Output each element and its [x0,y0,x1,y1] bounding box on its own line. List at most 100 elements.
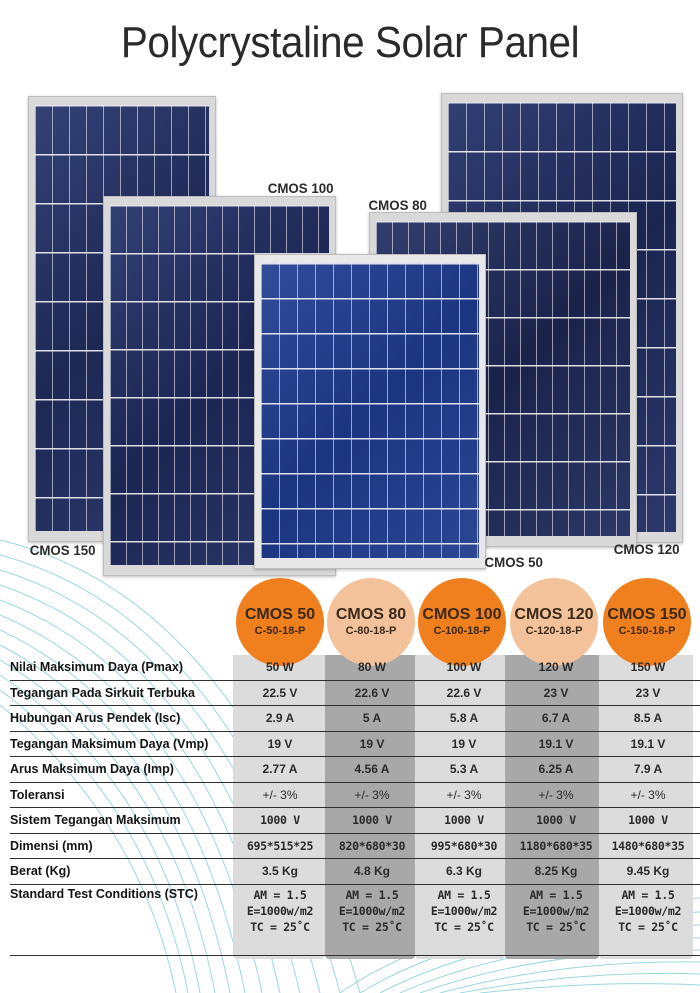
stc-am: AM = 1.5 [253,887,307,902]
cell: 23 V [635,685,661,700]
cell: 19 V [267,736,293,751]
page-title: Polycrystaline Solar Panel [120,18,580,67]
stc-temperature: TC = 25˚C [342,919,402,934]
cell: 2.9 A [265,711,295,726]
cell: 995*680*30 [430,838,498,853]
table-row-stc: Standard Test Conditions (STC) AM = 1.5 … [10,885,700,956]
table-row-imp: Arus Maksimum Daya (Imp) 2.77 A 4.56 A 5… [10,757,700,783]
stc-cell: AM = 1.5 E=1000w/m2 TC = 25˚C [510,887,602,935]
cell: 9.45 Kg [626,864,670,879]
cell: 22.6 V [446,685,482,700]
cell: 22.5 V [262,685,298,700]
row-label: Dimensi (mm) [10,838,93,853]
table-row-dimensions: Dimensi (mm) 695*515*25 820*680*30 995*6… [10,834,700,859]
model-name: CMOS 120 [514,606,594,623]
stc-temperature: TC = 25˚C [526,919,586,934]
cell: 80 W [357,660,386,675]
cell: 1480*680*35 [611,838,685,853]
cell: 7.9 A [633,762,663,777]
panel-label-cmos-80: CMOS 80 [368,197,427,213]
cell: 50 W [265,660,294,675]
row-label: Standard Test Conditions (STC) [10,886,198,901]
model-code: C-80-18-P [345,625,397,637]
cell: 5.3 A [449,762,479,777]
panel-label-cmos-50: CMOS 50 [484,554,543,570]
table-row-voc: Tegangan Pada Sirkuit Terbuka 22.5 V 22.… [10,681,700,706]
stc-am: AM = 1.5 [345,887,399,902]
stc-temperature: TC = 25˚C [618,919,678,934]
stc-cell: AM = 1.5 E=1000w/m2 TC = 25˚C [602,887,694,935]
cell: +/- 3% [354,787,390,802]
row-label: Nilai Maksimum Daya (Pmax) [10,660,183,675]
cell: 6.3 Kg [445,864,482,879]
stc-irradiance: E=1000w/m2 [246,903,314,918]
model-code: C-120-18-P [525,625,583,637]
model-badge-cmos-120: CMOS 120 C-120-18-P [510,578,598,666]
cell: 19.1 V [630,736,666,751]
cell: 4.56 A [354,762,390,777]
cell: 1000 V [628,813,668,828]
model-code: C-50-18-P [254,625,306,637]
model-badge-cmos-80: CMOS 80 C-80-18-P [327,578,415,666]
model-badge-cmos-100: CMOS 100 C-100-18-P [418,578,506,666]
row-label: Berat (Kg) [10,864,71,879]
stc-irradiance: E=1000w/m2 [522,903,590,918]
cell: +/- 3% [446,787,482,802]
cell: 1000 V [536,813,576,828]
cell: 5 A [362,711,382,726]
table-row-tolerance: Toleransi +/- 3% +/- 3% +/- 3% +/- 3% +/… [10,783,700,808]
cell: 8.5 A [633,711,663,726]
spec-table: Nilai Maksimum Daya (Pmax) 50 W 80 W 100… [10,655,700,956]
cell: 4.8 Kg [353,864,390,879]
stc-temperature: TC = 25˚C [250,919,310,934]
cell: 1000 V [260,813,300,828]
cell: 19.1 V [538,736,574,751]
cell: 3.5 Kg [261,864,298,879]
table-row-weight: Berat (Kg) 3.5 Kg 4.8 Kg 6.3 Kg 8.25 Kg … [10,859,700,885]
cell: 19 V [359,736,385,751]
stc-cell: AM = 1.5 E=1000w/m2 TC = 25˚C [234,887,326,935]
row-label: Arus Maksimum Daya (Imp) [10,762,174,777]
row-label: Tegangan Pada Sirkuit Terbuka [10,685,195,700]
panel-label-cmos-120: CMOS 120 [613,541,680,557]
stc-cell: AM = 1.5 E=1000w/m2 TC = 25˚C [418,887,510,935]
cell: 6.25 A [538,762,574,777]
cell: 2.77 A [262,762,298,777]
cell: +/- 3% [630,787,666,802]
cell: 8.25 Kg [534,864,578,879]
model-badge-cmos-50: CMOS 50 C-50-18-P [236,578,324,666]
cell: 1000 V [352,813,392,828]
row-label: Toleransi [10,787,65,802]
model-name: CMOS 150 [607,606,687,623]
stc-irradiance: E=1000w/m2 [338,903,406,918]
table-row-pmax: Nilai Maksimum Daya (Pmax) 50 W 80 W 100… [10,655,700,681]
model-code: C-150-18-P [618,625,676,637]
stc-irradiance: E=1000w/m2 [614,903,682,918]
row-label: Sistem Tegangan Maksimum [10,813,181,828]
cell: 100 W [446,660,482,675]
cell: 22.6 V [354,685,390,700]
model-name: CMOS 80 [335,606,407,623]
stc-cell: AM = 1.5 E=1000w/m2 TC = 25˚C [326,887,418,935]
table-row-isc: Hubungan Arus Pendek (Isc) 2.9 A 5 A 5.8… [10,706,700,732]
model-name: CMOS 50 [244,606,316,623]
row-label: Tegangan Maksimum Daya (Vmp) [10,736,209,751]
cell: 6.7 A [541,711,571,726]
cell: 23 V [543,685,569,700]
stc-irradiance: E=1000w/m2 [430,903,498,918]
panel-label-cmos-100: CMOS 100 [267,180,334,196]
cell: +/- 3% [538,787,574,802]
stc-temperature: TC = 25˚C [434,919,494,934]
row-label: Hubungan Arus Pendek (Isc) [10,711,181,726]
model-code: C-100-18-P [433,625,491,637]
table-row-vmp: Tegangan Maksimum Daya (Vmp) 19 V 19 V 1… [10,732,700,757]
stc-am: AM = 1.5 [437,887,491,902]
table-row-max-system-voltage: Sistem Tegangan Maksimum 1000 V 1000 V 1… [10,808,700,834]
cell: 19 V [451,736,477,751]
cell: +/- 3% [262,787,298,802]
solar-panel-cmos-50-image [254,254,486,569]
cell: 820*680*30 [338,838,406,853]
cell: 150 W [630,660,666,675]
cell: 120 W [538,660,574,675]
cell: 695*515*25 [246,838,314,853]
